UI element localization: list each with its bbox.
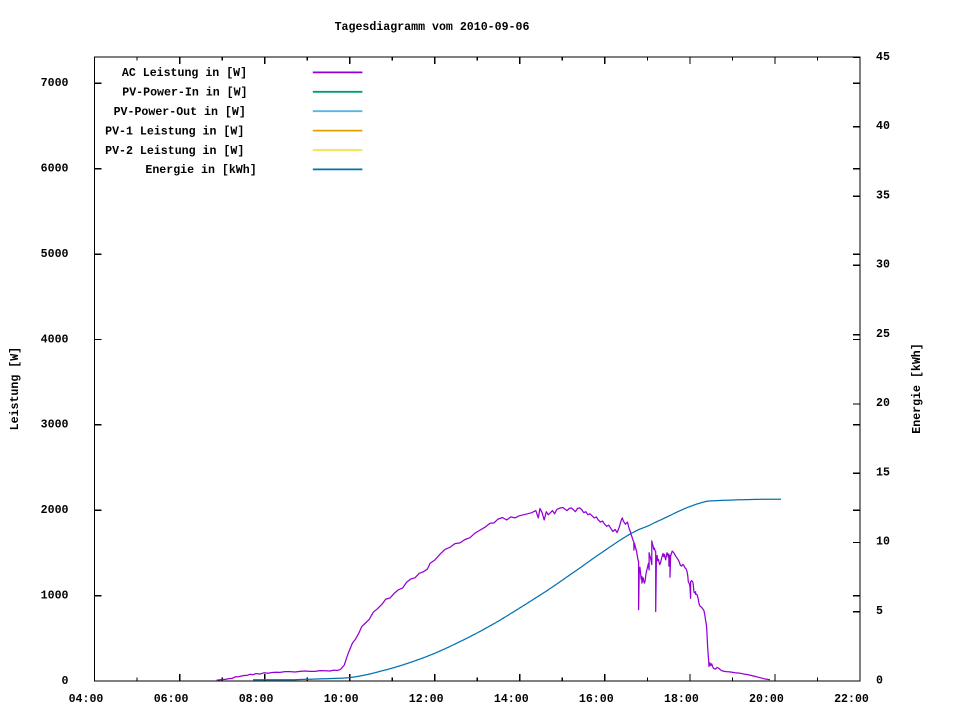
svg-text:20:00: 20:00 xyxy=(749,693,784,706)
svg-text:20: 20 xyxy=(876,397,890,410)
svg-text:10:00: 10:00 xyxy=(324,693,359,706)
svg-text:08:00: 08:00 xyxy=(239,693,274,706)
svg-text:45: 45 xyxy=(876,51,890,64)
svg-text:35: 35 xyxy=(876,189,890,202)
svg-text:Energie in [kWh]: Energie in [kWh] xyxy=(145,164,256,177)
svg-text:15: 15 xyxy=(876,467,890,480)
svg-text:Energie [kWh]: Energie [kWh] xyxy=(911,343,924,433)
svg-text:30: 30 xyxy=(876,259,890,272)
svg-text:3000: 3000 xyxy=(41,419,69,432)
svg-text:Leistung [W]: Leistung [W] xyxy=(9,347,22,431)
svg-text:Tagesdiagramm vom 2010-09-06: Tagesdiagramm vom 2010-09-06 xyxy=(335,21,530,34)
svg-text:22:00: 22:00 xyxy=(834,693,869,706)
svg-text:10: 10 xyxy=(876,536,890,549)
svg-text:18:00: 18:00 xyxy=(664,693,699,706)
svg-text:5000: 5000 xyxy=(41,248,69,261)
svg-text:PV-1 Leistung in [W]: PV-1 Leistung in [W] xyxy=(105,125,244,138)
svg-text:2000: 2000 xyxy=(41,504,69,517)
svg-text:12:00: 12:00 xyxy=(409,693,444,706)
svg-text:4000: 4000 xyxy=(41,333,69,346)
svg-text:6000: 6000 xyxy=(41,163,69,176)
svg-text:PV-Power-In in [W]: PV-Power-In in [W] xyxy=(122,87,247,100)
svg-text:06:00: 06:00 xyxy=(154,693,189,706)
svg-text:16:00: 16:00 xyxy=(579,693,614,706)
svg-text:PV-Power-Out in [W]: PV-Power-Out in [W] xyxy=(114,106,246,119)
svg-text:40: 40 xyxy=(876,120,890,133)
svg-text:PV-2 Leistung in [W]: PV-2 Leistung in [W] xyxy=(105,145,244,158)
svg-text:04:00: 04:00 xyxy=(69,693,104,706)
svg-text:AC Leistung in [W]: AC Leistung in [W] xyxy=(122,67,247,80)
svg-text:14:00: 14:00 xyxy=(494,693,529,706)
svg-text:25: 25 xyxy=(876,328,890,341)
svg-text:7000: 7000 xyxy=(41,77,69,90)
svg-text:0: 0 xyxy=(62,675,69,688)
svg-text:1000: 1000 xyxy=(41,589,69,602)
svg-text:5: 5 xyxy=(876,605,883,618)
svg-text:0: 0 xyxy=(876,674,883,687)
